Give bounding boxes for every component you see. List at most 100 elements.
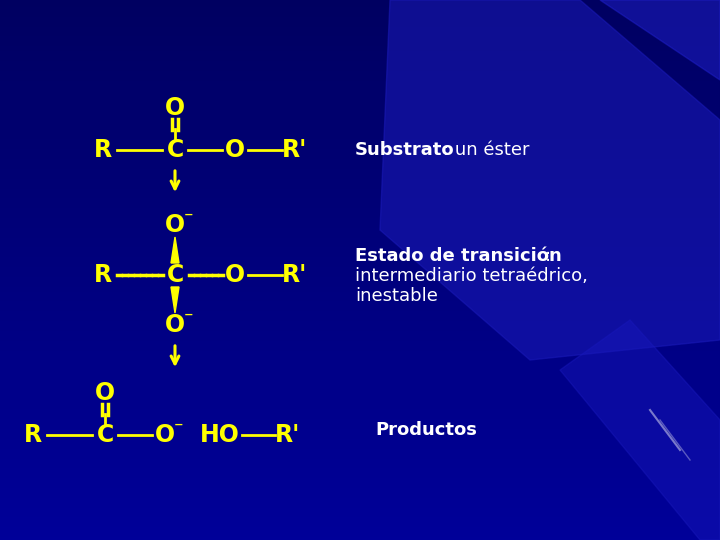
Bar — [0, 264, 720, 270]
Bar — [0, 289, 720, 294]
Text: R: R — [24, 423, 42, 447]
Bar — [0, 53, 720, 59]
Bar — [0, 421, 720, 427]
Bar — [0, 456, 720, 462]
Bar — [0, 328, 720, 334]
Bar — [0, 107, 720, 113]
Bar — [0, 534, 720, 540]
Text: ⁻: ⁻ — [184, 310, 194, 328]
Text: ⁻: ⁻ — [174, 420, 184, 438]
Text: O: O — [225, 138, 245, 162]
Bar — [0, 274, 720, 280]
Bar — [0, 362, 720, 368]
Text: O: O — [95, 381, 115, 405]
Text: ⁻: ⁻ — [184, 210, 194, 228]
Text: intermediario tetraédrico,: intermediario tetraédrico, — [355, 267, 588, 285]
Bar — [0, 382, 720, 388]
Bar — [0, 33, 720, 39]
Bar — [0, 372, 720, 378]
Bar — [0, 323, 720, 329]
Polygon shape — [171, 237, 179, 263]
Bar — [0, 490, 720, 496]
Bar — [0, 495, 720, 501]
Bar — [0, 78, 720, 84]
Bar — [0, 122, 720, 127]
Bar — [0, 210, 720, 216]
Bar — [0, 102, 720, 108]
Bar — [0, 195, 720, 201]
Bar — [0, 348, 720, 354]
Bar — [0, 38, 720, 44]
Text: Substrato: Substrato — [355, 141, 454, 159]
Bar — [0, 19, 720, 24]
Text: O: O — [225, 263, 245, 287]
Bar — [0, 112, 720, 118]
Polygon shape — [380, 0, 720, 360]
Bar — [0, 245, 720, 251]
Bar — [0, 451, 720, 456]
Bar — [0, 24, 720, 30]
Text: HO: HO — [200, 423, 240, 447]
Bar — [0, 161, 720, 167]
Bar — [0, 151, 720, 157]
Bar — [0, 470, 720, 476]
Bar — [0, 63, 720, 69]
Bar — [0, 357, 720, 363]
Bar — [0, 200, 720, 206]
Bar — [0, 279, 720, 285]
Text: R': R' — [275, 423, 301, 447]
Bar — [0, 299, 720, 305]
Text: C: C — [96, 423, 114, 447]
Bar — [0, 156, 720, 162]
Bar — [0, 436, 720, 442]
Bar — [0, 73, 720, 78]
Text: C: C — [166, 263, 184, 287]
Text: O: O — [165, 313, 185, 337]
Bar — [0, 92, 720, 98]
Bar — [0, 235, 720, 240]
Bar — [0, 0, 720, 5]
Bar — [0, 480, 720, 486]
Bar — [0, 431, 720, 437]
Bar — [0, 303, 720, 309]
Bar — [0, 132, 720, 138]
Bar — [0, 402, 720, 408]
Bar — [0, 186, 720, 192]
Bar — [0, 308, 720, 314]
Bar — [0, 171, 720, 177]
Bar — [0, 117, 720, 123]
Polygon shape — [171, 287, 179, 313]
Bar — [0, 191, 720, 197]
Bar — [0, 411, 720, 417]
Bar — [0, 240, 720, 246]
Bar — [0, 230, 720, 235]
Text: Estado de transición: Estado de transición — [355, 247, 562, 265]
Bar — [0, 284, 720, 289]
Bar — [0, 392, 720, 397]
Bar — [0, 343, 720, 348]
Bar — [0, 441, 720, 447]
Bar — [0, 68, 720, 73]
Bar — [0, 318, 720, 324]
Bar — [0, 426, 720, 432]
Bar — [0, 249, 720, 255]
Text: : un éster: : un éster — [443, 141, 529, 159]
Bar — [0, 205, 720, 211]
Bar — [0, 519, 720, 525]
Bar — [0, 465, 720, 471]
Bar — [0, 407, 720, 413]
Bar — [0, 9, 720, 15]
Bar — [0, 14, 720, 19]
Text: R: R — [94, 138, 112, 162]
Bar — [0, 367, 720, 373]
Bar — [0, 485, 720, 491]
Text: R: R — [94, 263, 112, 287]
Text: R': R' — [282, 138, 307, 162]
Bar — [0, 259, 720, 265]
Bar — [0, 220, 720, 226]
Bar — [0, 83, 720, 89]
Bar — [0, 181, 720, 186]
Polygon shape — [560, 320, 720, 540]
Bar — [0, 29, 720, 35]
Bar — [0, 475, 720, 481]
